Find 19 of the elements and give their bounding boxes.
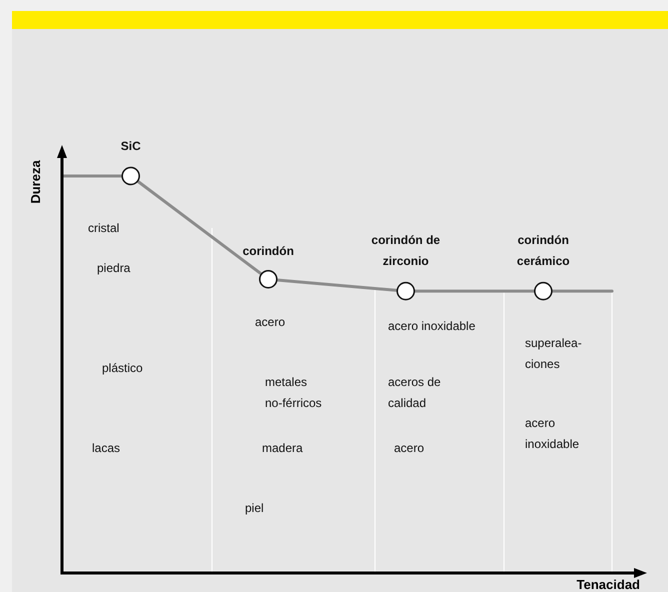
annotation: corindón [242,244,294,258]
annotation: cristal [88,221,120,235]
x-axis-title: Tenacidad [576,577,640,592]
annotation: acero [255,315,286,329]
annotation: piel [245,501,264,515]
annotation: lacas [92,441,120,455]
text: SiC [120,139,142,153]
annotation: acero inoxidable [525,416,580,451]
y-axis-title: Dureza [28,160,43,204]
annotation: metales no-férricos [265,375,322,410]
annotation: superalea- ciones [525,336,582,371]
annotation: piedra [97,261,131,275]
annotation: plástico [102,361,144,375]
annotation: acero [394,441,424,455]
annotation: corindón de zirconio [371,233,440,268]
annotation: acero inoxidable [388,319,476,333]
annotation: aceros de calidad [388,375,442,410]
annotation: corindón cerámico [516,233,570,268]
annotation: madera [262,441,304,455]
